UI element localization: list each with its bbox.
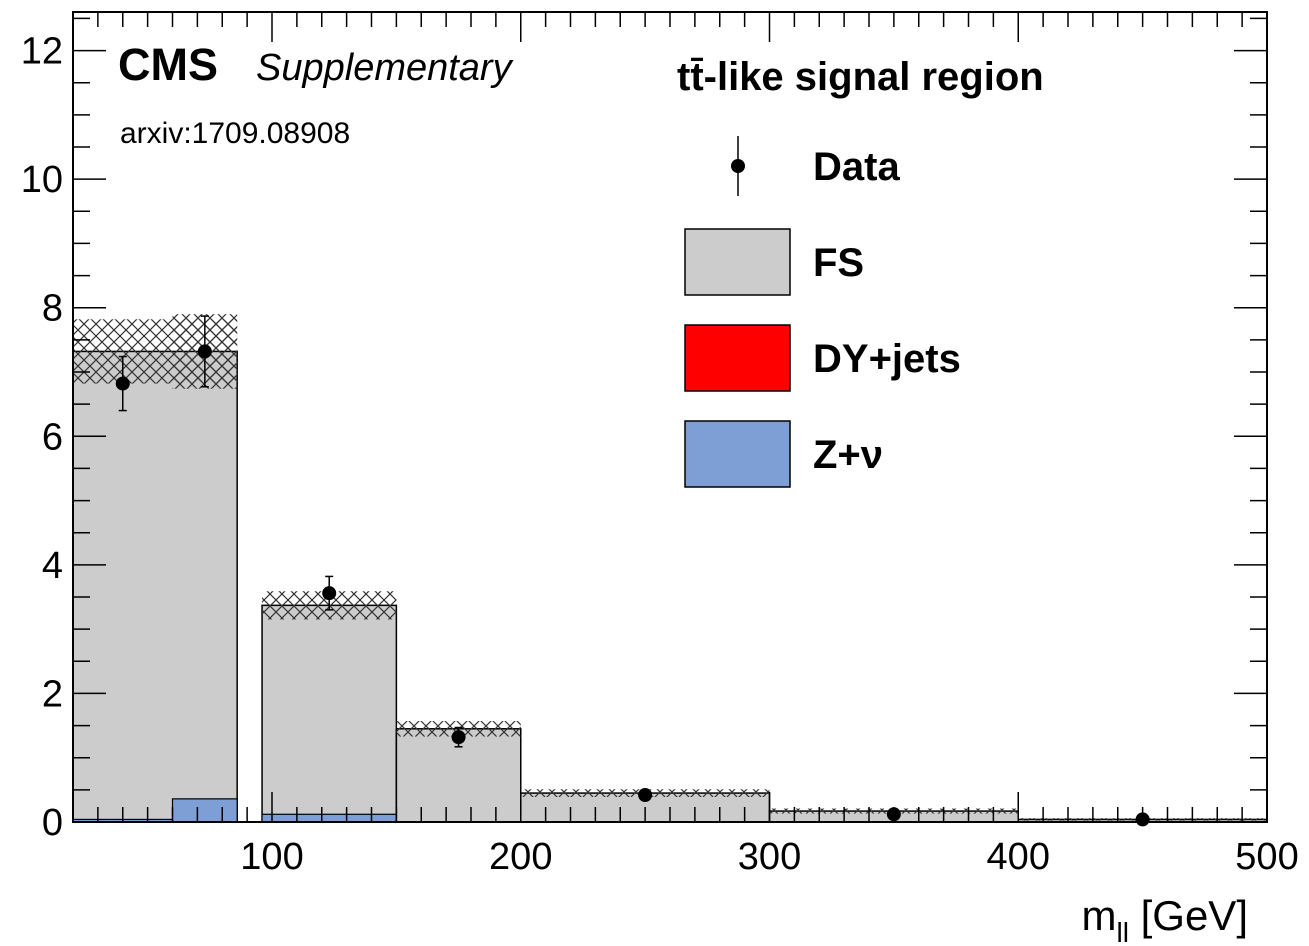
experiment-name: CMS — [118, 39, 218, 90]
y-tick-label: 6 — [42, 416, 63, 458]
y-tick-label: 10 — [21, 159, 63, 201]
fs-bar — [72, 350, 238, 823]
legend-label-dy: DY+jets — [813, 337, 961, 381]
data-point — [451, 730, 466, 745]
x-axis-unit: [GeV] — [1129, 892, 1248, 939]
legend-label-data: Data — [813, 145, 900, 189]
x-tick-label: 200 — [489, 836, 552, 878]
axes: 100 200 300 400 500 0 2 4 6 8 10 12 — [21, 11, 1299, 878]
y-tick-label: 2 — [42, 673, 63, 715]
experiment-note: Supplementary — [256, 47, 514, 89]
y-tick-label: 0 — [42, 802, 63, 844]
data-points — [115, 315, 1150, 827]
x-tick-label: 300 — [738, 836, 801, 878]
data-point — [115, 376, 130, 391]
y-tick-label: 4 — [42, 545, 63, 587]
data-point — [638, 788, 653, 802]
histogram-bars — [72, 350, 1268, 823]
zv-bar — [261, 813, 397, 823]
fs-bar — [261, 604, 398, 823]
y-tick-label: 12 — [21, 31, 63, 73]
reference-label: arxiv:1709.08908 — [120, 117, 350, 150]
legend-swatch-zv — [684, 420, 791, 488]
legend-label-zv: Z+ν — [813, 433, 883, 477]
x-tick-label: 100 — [240, 836, 303, 878]
x-tick-label: 500 — [1235, 836, 1298, 878]
legend-data-marker — [731, 159, 745, 173]
legend-swatch-dy — [684, 324, 791, 392]
x-axis-symbol: m — [1081, 892, 1116, 939]
data-point — [197, 344, 212, 359]
x-axis-subscript: ll — [1116, 917, 1128, 946]
legend-label-fs: FS — [813, 241, 864, 285]
x-axis-title: mll [GeV] — [1081, 892, 1248, 946]
region-label: tt̄-like signal region — [677, 55, 1044, 99]
uncertainty-bands — [73, 314, 1267, 821]
fs-bar — [395, 728, 522, 823]
legend-swatch-fs — [684, 228, 791, 296]
x-tick-label: 400 — [987, 836, 1050, 878]
legend: Data FS DY+jets Z+ν — [684, 136, 961, 488]
y-tick-label: 8 — [42, 288, 63, 330]
data-point — [322, 586, 337, 601]
zv-bar — [171, 798, 238, 823]
